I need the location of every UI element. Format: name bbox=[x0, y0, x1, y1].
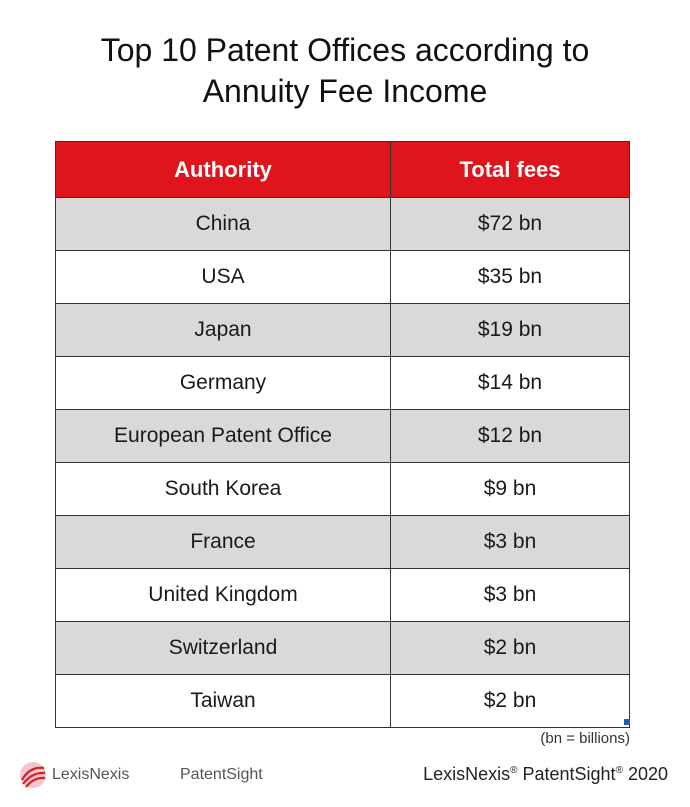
table-row: European Patent Office $12 bn bbox=[55, 409, 630, 463]
table-row: United Kingdom $3 bn bbox=[55, 568, 630, 622]
credit-lexisnexis: LexisNexis bbox=[423, 764, 511, 784]
authority-cell: Germany bbox=[55, 356, 391, 410]
title-line-2: Annuity Fee Income bbox=[202, 73, 488, 109]
page-title: Top 10 Patent Offices according to Annui… bbox=[0, 30, 690, 112]
authority-cell: France bbox=[55, 515, 391, 569]
authority-cell: Japan bbox=[55, 303, 391, 357]
authority-cell: European Patent Office bbox=[55, 409, 391, 463]
credit-reg-1: ® bbox=[510, 765, 518, 776]
header-authority: Authority bbox=[55, 141, 391, 198]
table-row: South Korea $9 bn bbox=[55, 462, 630, 516]
table-row: Germany $14 bn bbox=[55, 356, 630, 410]
total-fees-cell: $2 bn bbox=[390, 621, 630, 675]
authority-cell: USA bbox=[55, 250, 391, 304]
credit-patentsight: PatentSight bbox=[522, 764, 616, 784]
table-row: Switzerland $2 bn bbox=[55, 621, 630, 675]
table-row: USA $35 bn bbox=[55, 250, 630, 304]
table-body: China $72 bn USA $35 bn Japan $19 bn Germany $1… bbox=[55, 197, 630, 728]
resize-handle[interactable] bbox=[624, 719, 630, 725]
authority-cell: Taiwan bbox=[55, 674, 391, 728]
credit-reg-2: ® bbox=[615, 765, 623, 776]
credit-year: 2020 bbox=[627, 764, 668, 784]
lexisnexis-logo-text: LexisNexis bbox=[52, 766, 130, 783]
table-row: France $3 bn bbox=[55, 515, 630, 569]
patentsight-logo: PatentSight bbox=[180, 766, 263, 783]
lexisnexis-swirl-icon bbox=[20, 762, 46, 788]
units-note: (bn = billions) bbox=[540, 730, 630, 747]
title-line-1: Top 10 Patent Offices according to bbox=[100, 32, 590, 68]
total-fees-cell: $12 bn bbox=[390, 409, 630, 463]
authority-cell: Switzerland bbox=[55, 621, 391, 675]
total-fees-cell: $72 bn bbox=[390, 197, 630, 251]
authority-cell: United Kingdom bbox=[55, 568, 391, 622]
lexisnexis-logo: LexisNexis bbox=[18, 760, 129, 790]
fee-table: Authority Total fees China $72 bn USA $35 b… bbox=[55, 141, 630, 728]
table-row: Taiwan $2 bn bbox=[55, 674, 630, 728]
total-fees-cell: $2 bn bbox=[390, 674, 630, 728]
table-row: China $72 bn bbox=[55, 197, 630, 251]
total-fees-cell: $9 bn bbox=[390, 462, 630, 516]
total-fees-cell: $14 bn bbox=[390, 356, 630, 410]
total-fees-cell: $19 bn bbox=[390, 303, 630, 357]
total-fees-cell: $35 bn bbox=[390, 250, 630, 304]
total-fees-cell: $3 bn bbox=[390, 568, 630, 622]
footer-credit: LexisNexis® PatentSight® 2020 bbox=[400, 764, 668, 785]
table-header-row: Authority Total fees bbox=[55, 141, 630, 198]
header-total-fees: Total fees bbox=[390, 141, 630, 198]
total-fees-cell: $3 bn bbox=[390, 515, 630, 569]
authority-cell: China bbox=[55, 197, 391, 251]
authority-cell: South Korea bbox=[55, 462, 391, 516]
table-row: Japan $19 bn bbox=[55, 303, 630, 357]
